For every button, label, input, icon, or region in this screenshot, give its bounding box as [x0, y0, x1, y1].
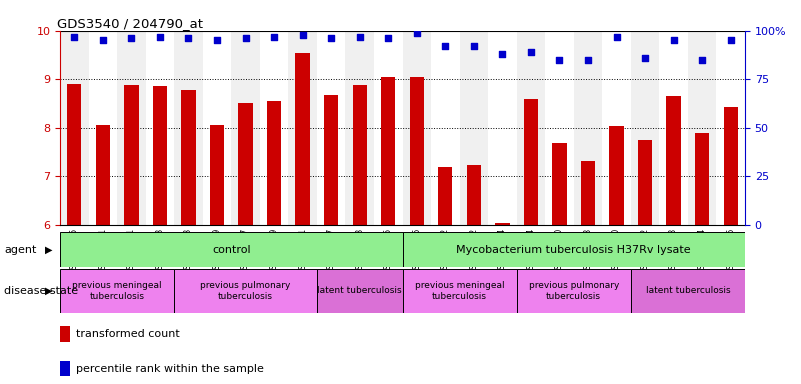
- Bar: [460, 31, 488, 225]
- Bar: [174, 31, 203, 225]
- Bar: [638, 140, 652, 225]
- Bar: [324, 95, 338, 225]
- Bar: [688, 31, 716, 225]
- Text: disease state: disease state: [4, 286, 78, 296]
- Bar: [631, 269, 745, 313]
- Text: control: control: [212, 245, 251, 255]
- Point: [268, 33, 280, 40]
- Point: [324, 35, 337, 41]
- Bar: [96, 125, 110, 225]
- Bar: [317, 31, 345, 225]
- Point: [382, 35, 395, 41]
- Point: [525, 49, 537, 55]
- Bar: [602, 31, 630, 225]
- Bar: [630, 31, 659, 225]
- Text: ▶: ▶: [45, 286, 52, 296]
- Text: agent: agent: [4, 245, 36, 255]
- Point: [610, 33, 623, 40]
- Bar: [203, 31, 231, 225]
- Bar: [488, 31, 517, 225]
- Bar: [403, 232, 745, 267]
- Point: [638, 55, 651, 61]
- Bar: [374, 31, 402, 225]
- Text: previous pulmonary
tuberculosis: previous pulmonary tuberculosis: [529, 281, 619, 301]
- Text: latent tuberculosis: latent tuberculosis: [646, 286, 731, 295]
- Bar: [288, 31, 317, 225]
- Bar: [210, 125, 224, 225]
- Point: [553, 57, 566, 63]
- Bar: [67, 84, 82, 225]
- Bar: [146, 31, 174, 225]
- Bar: [231, 31, 260, 225]
- Bar: [402, 31, 431, 225]
- Bar: [124, 85, 139, 225]
- Point: [68, 33, 81, 40]
- Text: transformed count: transformed count: [76, 329, 180, 339]
- Point: [96, 37, 109, 43]
- Point: [239, 35, 252, 41]
- Text: previous meningeal
tuberculosis: previous meningeal tuberculosis: [72, 281, 162, 301]
- Point: [296, 31, 309, 38]
- Bar: [117, 31, 146, 225]
- Bar: [239, 103, 252, 225]
- Text: previous meningeal
tuberculosis: previous meningeal tuberculosis: [415, 281, 505, 301]
- Bar: [174, 269, 317, 313]
- Point: [667, 37, 680, 43]
- Point: [696, 57, 709, 63]
- Point: [353, 33, 366, 40]
- Text: ▶: ▶: [45, 245, 52, 255]
- Bar: [723, 107, 738, 225]
- Bar: [267, 101, 281, 225]
- Bar: [517, 269, 631, 313]
- Bar: [352, 85, 367, 225]
- Point: [410, 30, 423, 36]
- Bar: [381, 77, 396, 225]
- Bar: [403, 269, 517, 313]
- Point: [582, 57, 594, 63]
- Bar: [60, 31, 89, 225]
- Point: [468, 43, 481, 49]
- Bar: [153, 86, 167, 225]
- Bar: [438, 167, 453, 225]
- Bar: [296, 53, 310, 225]
- Bar: [495, 223, 509, 225]
- Point: [439, 43, 452, 49]
- Bar: [545, 31, 574, 225]
- Bar: [581, 161, 595, 225]
- Bar: [181, 90, 195, 225]
- Bar: [659, 31, 688, 225]
- Text: previous pulmonary
tuberculosis: previous pulmonary tuberculosis: [200, 281, 291, 301]
- Text: GDS3540 / 204790_at: GDS3540 / 204790_at: [57, 17, 203, 30]
- Bar: [60, 232, 403, 267]
- Text: Mycobacterium tuberculosis H37Rv lysate: Mycobacterium tuberculosis H37Rv lysate: [457, 245, 691, 255]
- Bar: [431, 31, 460, 225]
- Point: [496, 51, 509, 57]
- Bar: [89, 31, 117, 225]
- Bar: [666, 96, 681, 225]
- Text: percentile rank within the sample: percentile rank within the sample: [76, 364, 264, 374]
- Bar: [610, 126, 624, 225]
- Point: [125, 35, 138, 41]
- Point: [154, 33, 167, 40]
- Text: latent tuberculosis: latent tuberculosis: [317, 286, 402, 295]
- Bar: [716, 31, 745, 225]
- Bar: [345, 31, 374, 225]
- Point: [211, 37, 223, 43]
- Bar: [553, 143, 566, 225]
- Bar: [60, 269, 175, 313]
- Bar: [260, 31, 288, 225]
- Bar: [467, 166, 481, 225]
- Point: [182, 35, 195, 41]
- Bar: [695, 134, 709, 225]
- Bar: [409, 77, 424, 225]
- Bar: [524, 99, 538, 225]
- Bar: [517, 31, 545, 225]
- Point: [724, 37, 737, 43]
- Bar: [317, 269, 403, 313]
- Bar: [574, 31, 602, 225]
